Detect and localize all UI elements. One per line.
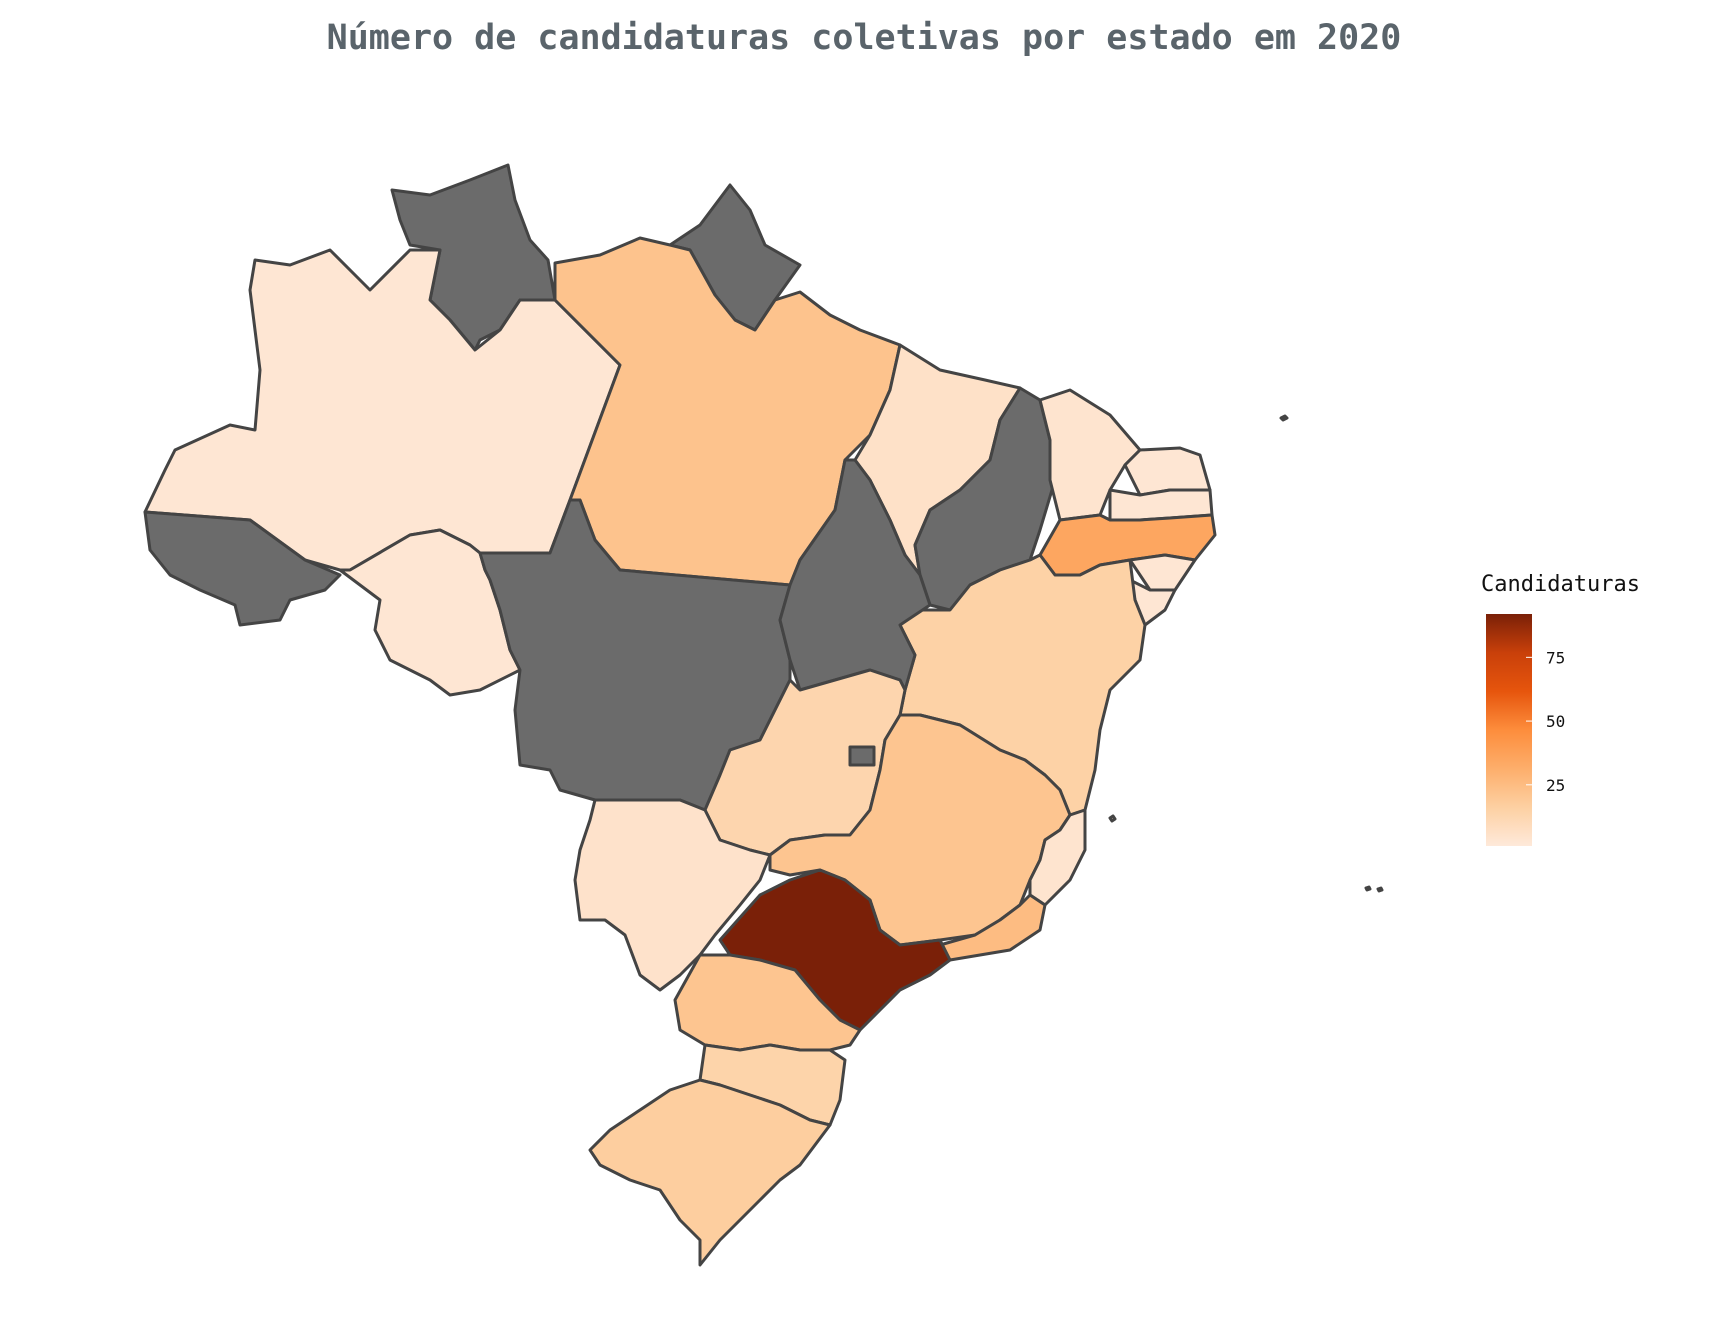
state-TO[interactable] xyxy=(778,458,932,692)
state-RS[interactable] xyxy=(588,1078,832,1267)
state-dot-trindade-1 xyxy=(1364,885,1372,892)
colorbar-tick-label: 50 xyxy=(1546,712,1565,731)
state-PR[interactable] xyxy=(673,953,862,1052)
state-RJ[interactable] xyxy=(938,893,1047,962)
colorbar: 75 50 25 xyxy=(1486,614,1565,846)
state-RN[interactable] xyxy=(1123,446,1212,497)
state-AL[interactable] xyxy=(1128,553,1197,592)
colorbar-tick-label: 25 xyxy=(1546,776,1565,795)
state-dot-es-islands xyxy=(1108,814,1117,823)
legend-title: Candidaturas xyxy=(1481,572,1640,597)
colorbar-gradient xyxy=(1486,614,1532,846)
colorbar-tick-label: 75 xyxy=(1546,648,1565,667)
state-dot-feja xyxy=(1279,414,1289,422)
state-AC[interactable] xyxy=(143,510,342,627)
state-ES[interactable] xyxy=(1028,808,1087,907)
state-dot-trindade-2 xyxy=(1376,886,1384,893)
map-title: Número de candidaturas coletivas por est… xyxy=(326,18,1402,58)
state-DF[interactable] xyxy=(848,745,876,767)
